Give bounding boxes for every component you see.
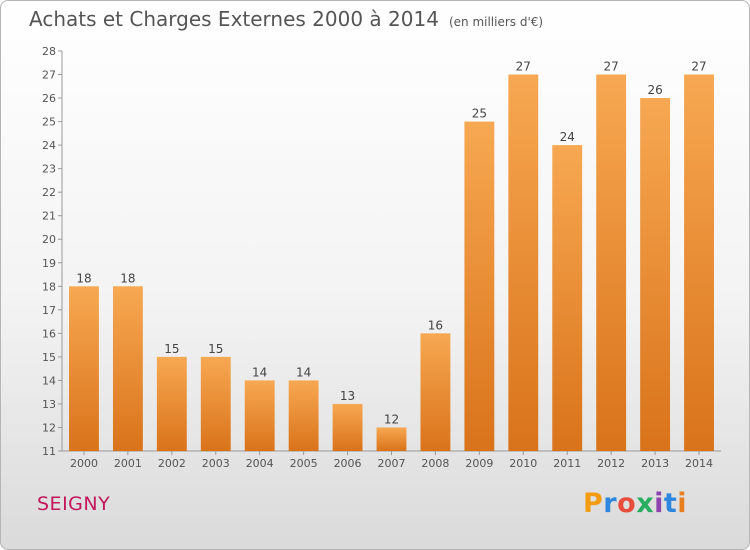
x-tick-label: 2001 — [114, 457, 142, 470]
bar-value-label: 16 — [428, 318, 443, 332]
chart-axes: 11 12 13 14 15 16 17 18 19 20 21 22 23 24 25 26 27 28 2000… — [42, 45, 721, 470]
bar — [156, 356, 187, 451]
bar — [200, 356, 231, 451]
bar-value-label: 13 — [340, 389, 355, 403]
y-tick-label: 16 — [42, 327, 56, 340]
y-tick-label: 19 — [42, 257, 56, 270]
bar-value-label: 15 — [208, 342, 223, 356]
x-tick-label: 2003 — [202, 457, 230, 470]
y-tick-label: 28 — [42, 45, 56, 58]
bar-value-label: 27 — [516, 60, 531, 74]
x-tick-label: 2000 — [70, 457, 98, 470]
bar-value-label: 15 — [164, 342, 179, 356]
bar-value-label: 27 — [604, 60, 619, 74]
y-tick-label: 22 — [42, 186, 56, 199]
logo-letter: i — [677, 488, 688, 519]
y-tick-label: 11 — [42, 445, 56, 458]
y-tick-label: 25 — [42, 116, 56, 129]
bar — [596, 74, 627, 451]
y-tick-label: 18 — [42, 280, 56, 293]
bar-value-label: 14 — [296, 365, 311, 379]
y-tick-label: 12 — [42, 421, 56, 434]
proxiti-logo: Proxiti — [583, 488, 687, 519]
y-tick-label: 15 — [42, 351, 56, 364]
x-tick-label: 2009 — [465, 457, 493, 470]
x-tick-label: 2008 — [421, 457, 449, 470]
commune-name: SEIGNY — [37, 493, 111, 515]
y-tick-label: 20 — [42, 233, 56, 246]
chart-title-text: Achats et Charges Externes 2000 à 2014 — [29, 7, 439, 31]
bar — [640, 98, 671, 451]
x-tick-label: 2002 — [158, 457, 186, 470]
bar — [420, 333, 451, 451]
bar-value-label: 18 — [76, 271, 91, 285]
bar — [332, 403, 363, 451]
chart-bars: 18 18 15 15 14 14 13 12 16 25 27 24 27 26 27 — [69, 60, 714, 452]
bar-value-label: 26 — [647, 83, 662, 97]
chart-title: Achats et Charges Externes 2000 à 2014 (e… — [29, 7, 543, 31]
bar-value-label: 18 — [120, 271, 135, 285]
bar — [464, 121, 495, 452]
y-tick-label: 24 — [42, 139, 56, 152]
bar — [112, 286, 143, 451]
y-tick-label: 26 — [42, 92, 56, 105]
bar — [288, 380, 319, 451]
y-tick-label: 13 — [42, 398, 56, 411]
logo-letter: o — [617, 488, 637, 519]
y-tick-label: 21 — [42, 210, 56, 223]
bar-value-label: 12 — [384, 412, 399, 426]
bar-value-label: 24 — [560, 130, 575, 144]
bar — [244, 380, 275, 451]
x-tick-label: 2012 — [597, 457, 625, 470]
y-tick-label: 17 — [42, 304, 56, 317]
bar-value-label: 25 — [472, 107, 487, 121]
y-tick-label: 23 — [42, 163, 56, 176]
x-tick-label: 2014 — [685, 457, 713, 470]
logo-letter: t — [663, 488, 678, 519]
x-tick-label: 2006 — [334, 457, 362, 470]
bar — [376, 427, 407, 451]
bar — [508, 74, 539, 451]
y-tick-label: 27 — [42, 69, 56, 82]
logo-letter: P — [583, 488, 604, 519]
bar-value-label: 14 — [252, 365, 267, 379]
logo-letter: i — [654, 488, 664, 519]
x-tick-label: 2007 — [378, 457, 406, 470]
y-tick-label: 14 — [42, 374, 56, 387]
bar — [552, 145, 583, 451]
x-tick-label: 2011 — [553, 457, 581, 470]
x-tick-label: 2004 — [246, 457, 274, 470]
logo-letter: x — [636, 488, 655, 519]
x-tick-label: 2010 — [509, 457, 537, 470]
bar — [69, 286, 99, 451]
logo-letter: r — [603, 488, 618, 519]
bar — [684, 74, 714, 451]
x-tick-label: 2005 — [290, 457, 318, 470]
chart-subtitle: (en milliers d'€) — [448, 15, 544, 29]
x-tick-label: 2013 — [641, 457, 669, 470]
bar-value-label: 27 — [691, 60, 706, 74]
